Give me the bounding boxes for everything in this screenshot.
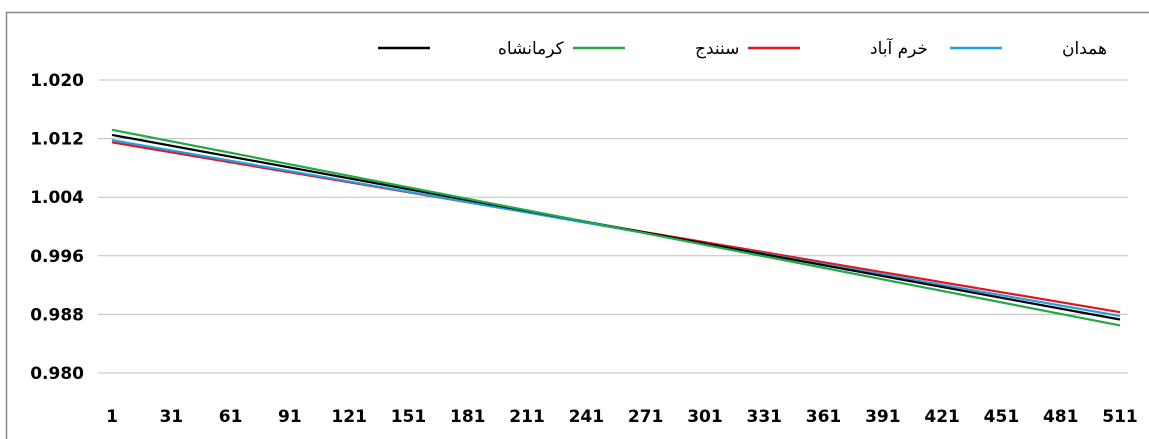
x-tick-label: 301 (687, 407, 723, 427)
x-tick-label: 121 (331, 407, 367, 427)
legend-label: سنندج (695, 39, 739, 59)
x-tick-label: 31 (159, 407, 183, 427)
x-tick-label: 421 (924, 407, 960, 427)
gridlines (98, 79, 1128, 374)
series-lines (111, 128, 1121, 327)
series-line (111, 128, 1121, 327)
y-axis-ticks: 1.020 1.012 1.004 0.996 0.988 0.980 (30, 71, 84, 384)
x-tick-label: 481 (1043, 407, 1079, 427)
legend: کرمانشاه سنندج خرم آباد همدان (378, 37, 1107, 59)
chart-border (5, 11, 1149, 439)
x-tick-label: 331 (746, 407, 782, 427)
x-tick-label: 451 (984, 407, 1020, 427)
x-tick-label: 211 (509, 407, 545, 427)
y-tick-label: 1.020 (30, 71, 84, 91)
x-tick-label: 181 (450, 407, 486, 427)
legend-label: خرم آباد (870, 37, 928, 59)
x-tick-label: 91 (278, 407, 302, 427)
y-tick-label: 0.996 (30, 247, 84, 267)
legend-label: همدان (1062, 39, 1107, 59)
x-tick-label: 511 (1102, 407, 1138, 427)
y-tick-label: 1.004 (30, 188, 84, 208)
y-tick-label: 0.988 (30, 305, 84, 325)
x-axis-ticks: 1 31 61 91 121 151 181 211 241 271 301 331 361 391 421… (106, 407, 1138, 427)
x-tick-label: 151 (391, 407, 427, 427)
y-tick-label: 0.980 (30, 364, 84, 384)
x-tick-label: 1 (106, 407, 118, 427)
x-tick-label: 271 (628, 407, 664, 427)
y-tick-label: 1.012 (30, 130, 84, 150)
x-tick-label: 391 (865, 407, 901, 427)
x-tick-label: 361 (806, 407, 842, 427)
x-tick-label: 241 (569, 407, 605, 427)
x-tick-label: 61 (219, 407, 243, 427)
legend-label: کرمانشاه (498, 39, 565, 59)
